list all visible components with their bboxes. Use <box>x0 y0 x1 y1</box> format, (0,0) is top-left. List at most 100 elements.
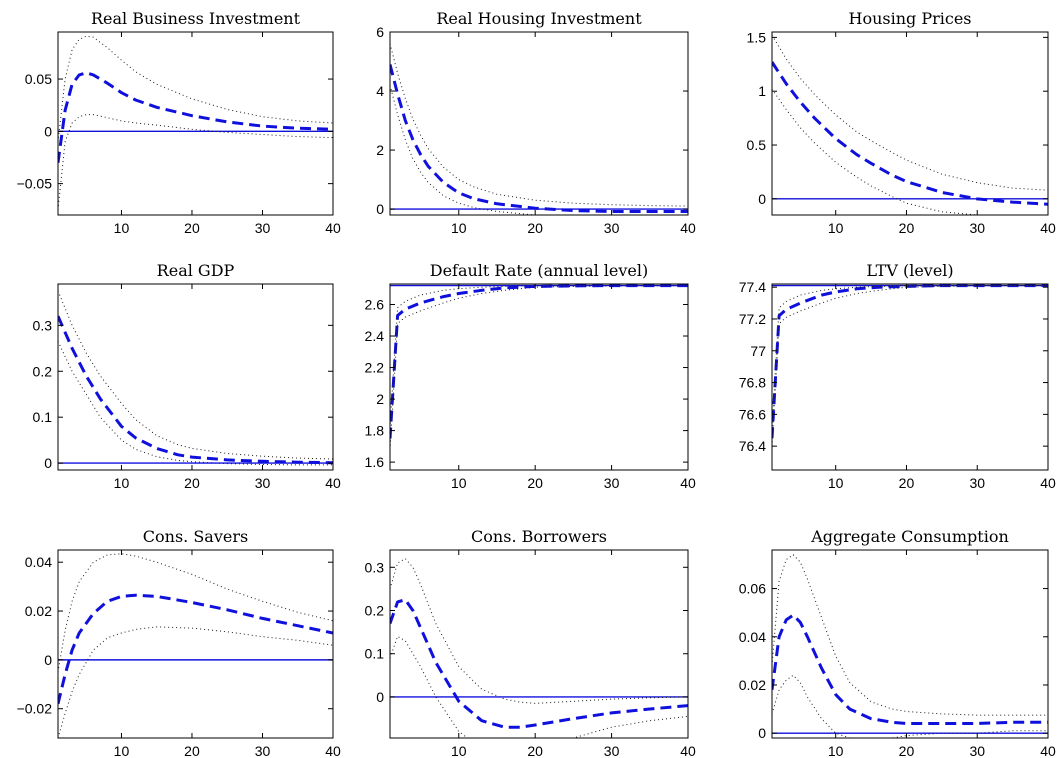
y-tick-label: 0.04 <box>739 629 766 645</box>
y-tick-label: 1.8 <box>365 423 385 439</box>
y-tick-label: 76.6 <box>739 406 766 422</box>
y-tick-label: 0 <box>758 191 766 207</box>
x-tick-label: 30 <box>255 475 271 491</box>
y-tick-label: 0 <box>44 123 52 139</box>
y-tick-label: 0 <box>376 201 384 217</box>
y-tick-label: 77.2 <box>739 311 766 327</box>
y-tick-label: 2 <box>376 391 384 407</box>
panel-1: Real Housing Investment 10 20 30 40 0 2 4 6 <box>376 9 696 236</box>
plot-frame <box>771 283 1049 471</box>
y-tick-label: 0 <box>376 689 384 705</box>
x-tick-label: 20 <box>899 475 915 491</box>
panel-4: Default Rate (annual level) 10 20 30 40 1.6 1.… <box>365 261 696 491</box>
y-tick-label: 2.6 <box>365 296 385 312</box>
confidence-band-upper <box>390 285 688 428</box>
confidence-band-lower <box>772 88 994 215</box>
x-tick-label: 20 <box>184 220 200 236</box>
confidence-band-upper <box>390 43 688 207</box>
confidence-band-lower <box>58 341 333 466</box>
x-tick-label: 10 <box>451 743 467 758</box>
y-tick-label: 0.02 <box>739 677 766 693</box>
median-response-line <box>390 598 688 729</box>
y-tick-label: 1.5 <box>747 29 767 45</box>
x-tick-label: 30 <box>604 743 620 758</box>
median-response-line <box>772 284 1048 439</box>
x-tick-label: 40 <box>325 743 341 758</box>
x-tick-label: 20 <box>184 475 200 491</box>
x-tick-label: 40 <box>1040 743 1056 758</box>
plot-frame <box>389 549 689 739</box>
panel-title: Real GDP <box>157 261 235 280</box>
x-tick-label: 40 <box>1040 475 1056 491</box>
x-tick-label: 20 <box>527 220 543 236</box>
x-tick-label: 10 <box>114 743 130 758</box>
y-tick-label: 0 <box>44 455 52 471</box>
y-tick-label: 0.1 <box>365 646 385 662</box>
median-response-line <box>58 71 333 163</box>
median-response-line <box>390 64 688 213</box>
x-tick-label: 30 <box>255 220 271 236</box>
x-tick-label: 40 <box>325 220 341 236</box>
x-tick-label: 30 <box>969 220 985 236</box>
x-tick-label: 40 <box>325 475 341 491</box>
y-tick-label: 0 <box>44 652 52 668</box>
confidence-band-lower <box>772 285 1048 447</box>
panel-8: Aggregate Consumption 10 20 30 40 0 0.02 0.04 0.… <box>739 527 1056 758</box>
confidence-band-upper <box>390 557 688 704</box>
y-tick-label: 6 <box>376 24 384 40</box>
median-response-line <box>772 613 1048 725</box>
y-tick-label: 0.2 <box>365 603 385 619</box>
x-tick-label: 40 <box>680 475 696 491</box>
confidence-band-upper <box>58 290 333 460</box>
confidence-band-upper <box>58 35 333 142</box>
confidence-band-lower <box>390 635 688 738</box>
y-tick-label: 76.8 <box>739 375 766 391</box>
x-tick-label: 20 <box>899 743 915 758</box>
plot-frame <box>389 283 689 471</box>
x-tick-label: 30 <box>969 743 985 758</box>
confidence-band-upper <box>772 285 1048 431</box>
confidence-band-lower <box>58 626 333 738</box>
y-tick-label: −0.05 <box>17 176 53 192</box>
x-tick-label: 10 <box>114 475 130 491</box>
x-tick-label: 30 <box>255 743 271 758</box>
plot-frame <box>771 31 1049 216</box>
y-tick-label: 1 <box>758 83 766 99</box>
y-tick-label: 4 <box>376 83 384 99</box>
x-tick-label: 20 <box>527 743 543 758</box>
y-tick-label: 77.4 <box>739 279 766 295</box>
y-tick-label: 0.3 <box>365 559 385 575</box>
y-tick-label: 77 <box>750 343 766 359</box>
panel-7: Cons. Borrowers 10 20 30 40 0 0.1 0.2 0.3 <box>365 527 696 758</box>
panel-title: Real Business Investment <box>91 9 301 28</box>
y-tick-label: 0.1 <box>33 409 53 425</box>
panel-title: Default Rate (annual level) <box>430 261 649 280</box>
y-tick-label: 0.02 <box>25 603 52 619</box>
x-tick-label: 20 <box>527 475 543 491</box>
median-response-line <box>390 284 688 439</box>
y-tick-label: 2.2 <box>365 360 385 376</box>
plot-frame <box>771 549 1049 739</box>
confidence-band-upper <box>772 34 1048 191</box>
x-tick-label: 10 <box>114 220 130 236</box>
y-tick-label: 0.05 <box>25 71 52 87</box>
y-tick-label: 2.4 <box>365 328 385 344</box>
x-tick-label: 10 <box>451 475 467 491</box>
x-tick-label: 10 <box>828 743 844 758</box>
y-tick-label: 0.2 <box>33 363 53 379</box>
y-tick-label: 0.3 <box>33 317 53 333</box>
y-tick-label: 0 <box>758 725 766 741</box>
y-tick-label: 76.4 <box>739 438 766 454</box>
plot-frame <box>57 283 334 471</box>
x-tick-label: 10 <box>828 475 844 491</box>
x-tick-label: 40 <box>680 743 696 758</box>
x-tick-label: 20 <box>899 220 915 236</box>
y-tick-label: 0.06 <box>739 581 766 597</box>
plot-frame <box>389 31 689 216</box>
panel-5: LTV (level) 10 20 30 40 76.4 76.6 76.8 77 77.2 77.… <box>739 261 1056 491</box>
plot-frame <box>57 549 334 739</box>
y-tick-label: −0.02 <box>17 701 53 717</box>
median-response-line <box>58 593 333 705</box>
x-tick-label: 20 <box>184 743 200 758</box>
